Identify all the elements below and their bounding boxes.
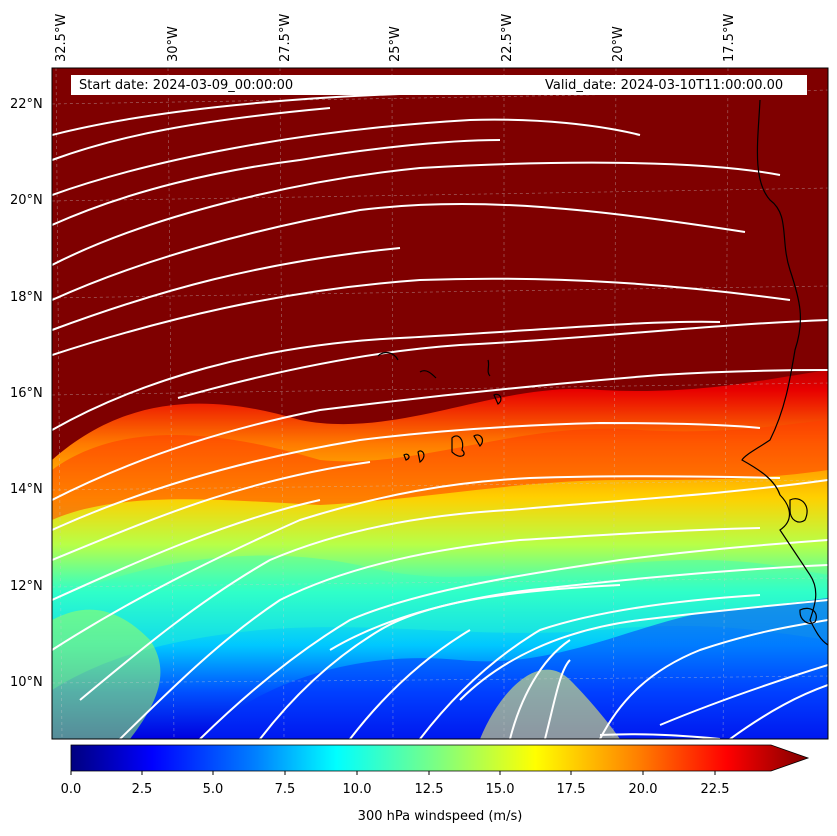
lat-label-22n: 22°N <box>10 97 43 112</box>
coastline <box>377 99 828 646</box>
colorbar <box>70 744 810 775</box>
lon-label-17-5w: 17.5°W <box>722 13 737 62</box>
lat-label-20n: 20°N <box>10 193 43 208</box>
info-bar <box>71 75 807 95</box>
lon-label-27-5w: 27.5°W <box>278 13 293 62</box>
colorbar-tick-label: 15.0 <box>485 782 515 797</box>
lon-label-30w: 30°W <box>166 26 181 62</box>
lat-label-14n: 14°N <box>10 482 43 497</box>
colorbar-tick-label: 10.0 <box>342 782 372 797</box>
lon-label-25w: 25°W <box>388 26 403 62</box>
colorbar-tick-label: 0.0 <box>60 782 82 797</box>
graticule <box>52 68 828 739</box>
lon-label-20w: 20°W <box>611 26 626 62</box>
lon-label-32-5w: 32.5°W <box>54 13 69 62</box>
windspeed-field <box>52 68 828 739</box>
lat-label-18n: 18°N <box>10 290 43 305</box>
colorbar-tick-label: 22.5 <box>700 782 730 797</box>
colorbar-body <box>70 744 810 772</box>
valid-date-label: Valid_date: 2024-03-10T11:00:00.00 <box>545 78 784 93</box>
map-frame <box>51 67 829 740</box>
colorbar-tick-label: 17.5 <box>556 782 586 797</box>
lat-label-10n: 10°N <box>10 675 43 690</box>
lat-label-16n: 16°N <box>10 386 43 401</box>
lat-label-12n: 12°N <box>10 579 43 594</box>
colorbar-tick-label: 12.5 <box>414 782 444 797</box>
lon-label-22-5w: 22.5°W <box>500 13 515 62</box>
colorbar-label: 300 hPa windspeed (m/s) <box>357 809 523 824</box>
start-date-label: Start date: 2024-03-09_00:00:00 <box>79 78 294 93</box>
colorbar-ticks <box>70 771 716 775</box>
colorbar-tick-label: 7.5 <box>274 782 296 797</box>
colorbar-tick-label: 5.0 <box>202 782 224 797</box>
colorbar-tick-label: 20.0 <box>628 782 658 797</box>
colorbar-tick-label: 2.5 <box>131 782 153 797</box>
